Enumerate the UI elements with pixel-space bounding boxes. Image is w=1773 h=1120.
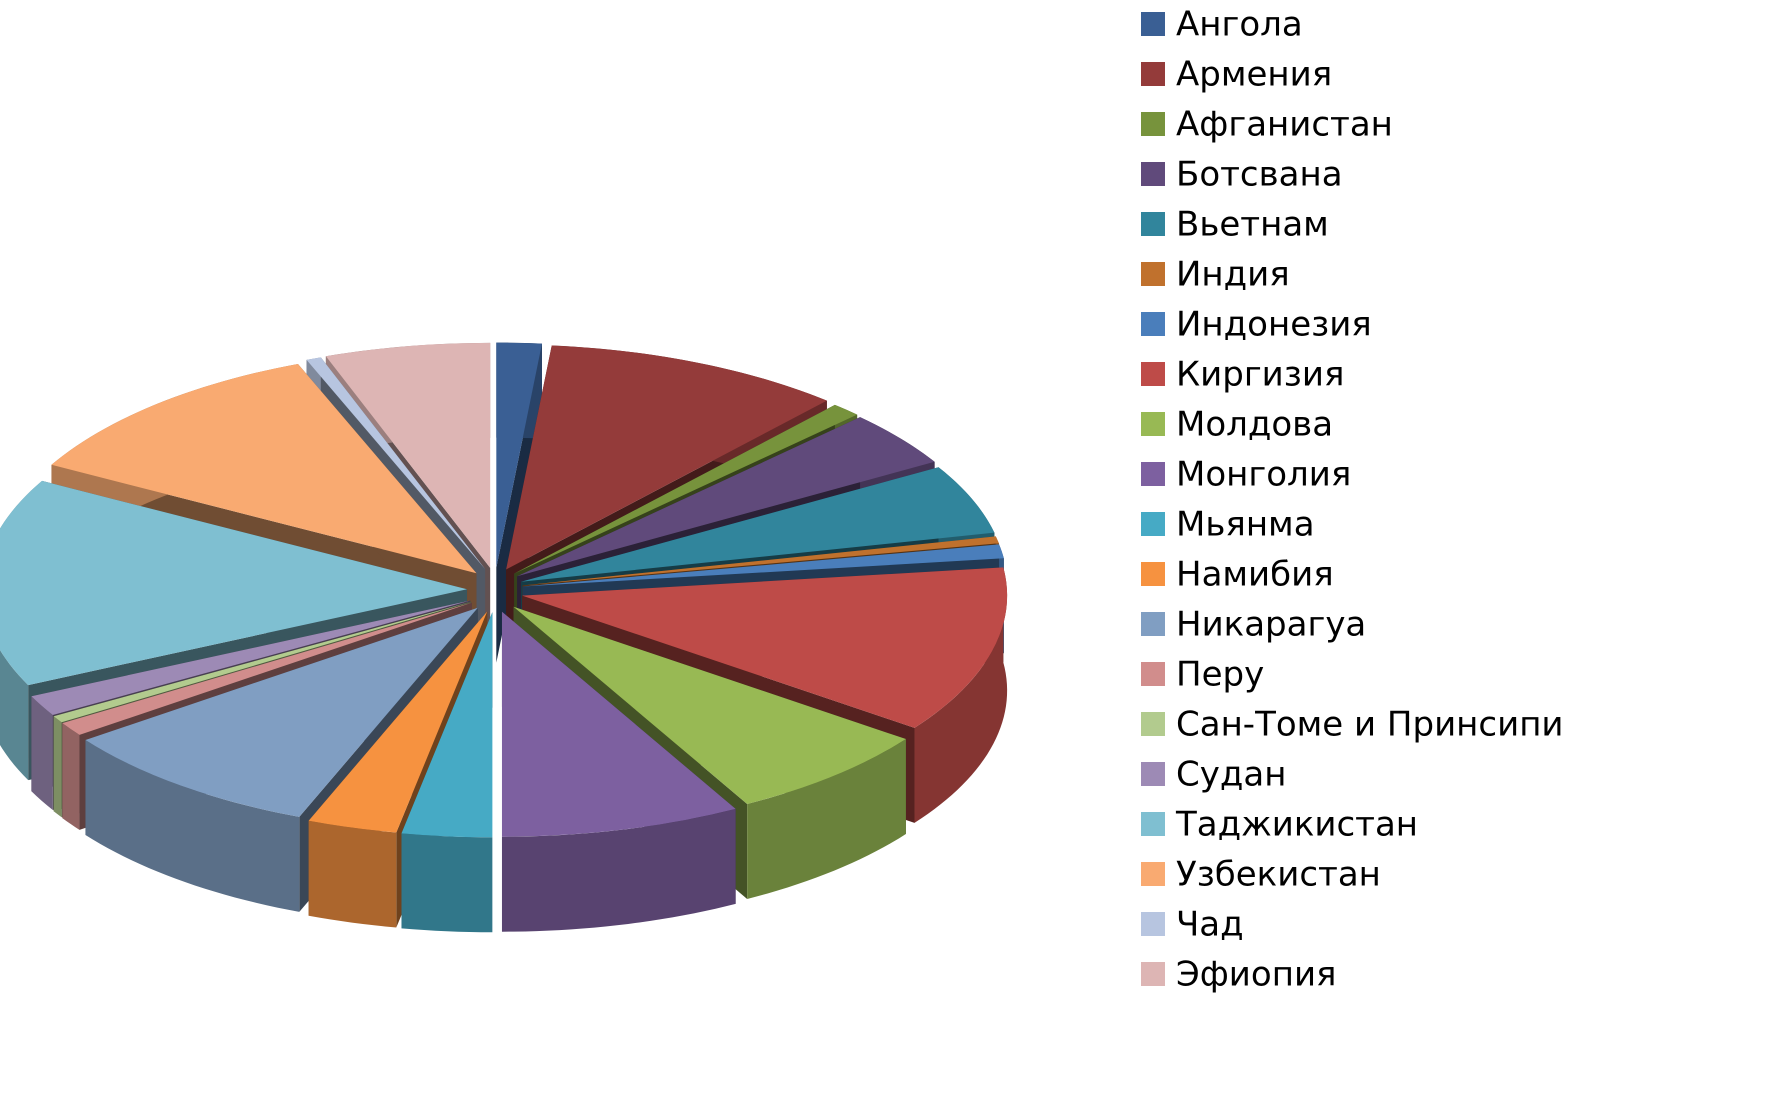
legend-label: Узбекистан: [1176, 855, 1381, 895]
legend-label: Индонезия: [1176, 305, 1372, 345]
legend-swatch: [1141, 212, 1165, 236]
pie-slice: [308, 611, 488, 833]
legend-label: Эфиопия: [1176, 955, 1337, 995]
legend-swatch: [1141, 662, 1165, 686]
legend-swatch: [1141, 912, 1165, 936]
pie-slice: [522, 567, 1008, 728]
pie: [0, 342, 1008, 933]
legend-swatch: [1141, 512, 1165, 536]
legend-swatch: [1141, 162, 1165, 186]
legend-swatch: [1141, 312, 1165, 336]
legend-label: Молдова: [1176, 405, 1333, 445]
legend-swatch: [1141, 962, 1165, 986]
pie-slice: [85, 607, 478, 817]
legend-label: Индия: [1176, 255, 1290, 295]
legend-label: Намибия: [1176, 555, 1334, 595]
legend-label: Таджикистан: [1175, 805, 1418, 845]
legend-label: Судан: [1176, 755, 1286, 795]
pie-slice: [517, 417, 935, 577]
legend-label: Афганистан: [1176, 105, 1393, 145]
pie-slice: [51, 363, 477, 574]
legend-swatch: [1141, 612, 1165, 636]
legend-swatch: [1141, 262, 1165, 286]
legend-label: Ботсвана: [1176, 155, 1343, 195]
legend-swatch: [1141, 812, 1165, 836]
legend-label: Мьянма: [1176, 505, 1315, 545]
legend-label: Армения: [1176, 55, 1332, 95]
pie-slice: [501, 611, 736, 837]
pie-slice: [401, 612, 493, 838]
slice-side: [501, 808, 736, 932]
legend-swatch: [1141, 362, 1165, 386]
pie-slice: [521, 467, 995, 582]
legend-label: Никарагуа: [1176, 605, 1366, 645]
slice-group: [401, 612, 493, 933]
pie-slice: [62, 602, 472, 735]
legend-swatch: [1141, 862, 1165, 886]
pie-slice: [306, 357, 486, 570]
legend-label: Чад: [1176, 905, 1244, 945]
pie-slice: [506, 345, 827, 570]
pie-slice: [0, 480, 468, 686]
slice-side: [62, 723, 80, 830]
legend-swatch: [1141, 12, 1165, 36]
legend-swatch: [1141, 112, 1165, 136]
legend-label: Вьетнам: [1176, 205, 1329, 245]
slice-side: [31, 696, 53, 811]
slice-side: [747, 739, 906, 899]
legend-label: Киргизия: [1176, 355, 1344, 395]
pie-slice: [522, 544, 1004, 587]
slice-side: [85, 739, 300, 912]
legend-swatch: [1141, 62, 1165, 86]
pie-slice: [522, 536, 999, 586]
legend-label: Монголия: [1176, 455, 1351, 495]
pie-slice: [496, 342, 542, 568]
slice-side: [401, 833, 493, 933]
slice-side: [308, 820, 397, 928]
pie-slice: [53, 601, 472, 723]
legend-swatch: [1141, 712, 1165, 736]
slice-side: [914, 567, 1008, 823]
pie-slice: [514, 404, 858, 574]
legend-swatch: [1141, 762, 1165, 786]
legend-swatch: [1141, 562, 1165, 586]
slice-side: [53, 716, 62, 818]
pie-slice: [325, 342, 491, 568]
pie-slice: [513, 606, 906, 804]
legend-swatch: [1141, 462, 1165, 486]
pie-slice: [31, 600, 471, 716]
legend-label: Ангола: [1176, 5, 1303, 45]
legend: Ангола Армения Афганистан Ботсвана Вьетнам Ин…: [1141, 5, 1564, 995]
legend-swatch: [1141, 412, 1165, 436]
legend-label: Перу: [1176, 655, 1264, 695]
slice-group: [501, 611, 736, 932]
legend-label: Сан-Томе и Принсипи: [1176, 705, 1564, 745]
